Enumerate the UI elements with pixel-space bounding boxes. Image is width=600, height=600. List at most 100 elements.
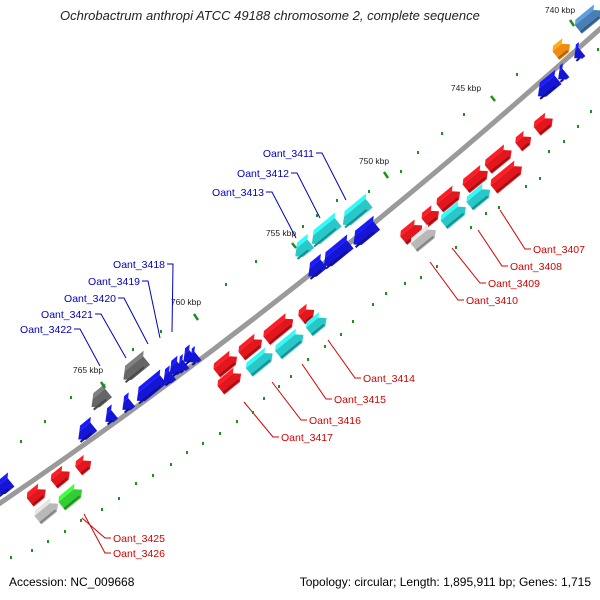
leader-line-oant-3417 bbox=[243, 401, 279, 438]
minor-tick-37 bbox=[219, 432, 221, 435]
gene-arrow-29 bbox=[26, 483, 46, 507]
minor-tick-19 bbox=[498, 206, 500, 209]
gene-arrow-oant-3414 bbox=[306, 311, 327, 337]
gene-label-oant-3417: Oant_3417 bbox=[281, 432, 333, 444]
gene-arrow-5 bbox=[558, 62, 570, 83]
minor-tick-28 bbox=[352, 320, 354, 323]
minor-tick-50 bbox=[441, 132, 443, 135]
gene-arrow-oant-3413 bbox=[295, 233, 315, 260]
gene-arrow-7 bbox=[515, 130, 532, 152]
ruler-major-tick-2 bbox=[490, 95, 496, 102]
minor-tick-15 bbox=[563, 140, 565, 143]
minor-tick-35 bbox=[252, 411, 254, 414]
ruler-label-6: 765 kbp bbox=[73, 365, 104, 375]
gene-arrow-oant-3409 bbox=[440, 201, 466, 230]
gene-arrow-3 bbox=[574, 41, 586, 62]
leader-line-oant-3421 bbox=[95, 313, 127, 359]
gene-label-oant-3407: Oant_3407 bbox=[533, 244, 585, 256]
gene-arrow-27 bbox=[75, 454, 92, 476]
gene-arrow-oant-3421 bbox=[123, 350, 151, 383]
gene-arrow-oant-3418 bbox=[190, 345, 202, 366]
gene-arrow-28 bbox=[50, 465, 70, 489]
minor-ticks bbox=[10, 48, 599, 559]
gene-label-oant-3421: Oant_3421 bbox=[41, 309, 93, 321]
gene-arrow-oant-3411 bbox=[342, 193, 373, 229]
minor-tick-9 bbox=[70, 396, 72, 399]
minor-tick-13 bbox=[590, 110, 592, 113]
gene-arrow-14 bbox=[323, 234, 354, 270]
minor-tick-48 bbox=[31, 549, 33, 552]
minor-tick-47 bbox=[47, 540, 49, 543]
minor-tick-44 bbox=[101, 508, 103, 511]
gene-arrow-2 bbox=[552, 38, 570, 60]
minor-tick-40 bbox=[170, 463, 172, 466]
minor-tick-4 bbox=[336, 199, 338, 202]
gene-label-oant-3413: Oant_3413 bbox=[212, 187, 264, 199]
leader-line-oant-3414 bbox=[327, 339, 361, 379]
gene-arrow-1 bbox=[574, 4, 600, 34]
gene-label-oant-3415: Oant_3415 bbox=[334, 394, 386, 406]
backbone-line bbox=[0, 25, 600, 507]
gene-arrow-13 bbox=[353, 215, 381, 248]
leader-line-oant-3422 bbox=[74, 328, 101, 367]
ruler-label-1: 740 kbp bbox=[545, 5, 576, 15]
minor-tick-20 bbox=[485, 212, 487, 215]
minor-tick-45 bbox=[80, 519, 82, 522]
minor-tick-10 bbox=[44, 420, 46, 423]
gene-arrow-oant-3407 bbox=[490, 160, 522, 194]
minor-tick-24 bbox=[420, 276, 422, 279]
minor-tick-29 bbox=[340, 333, 342, 336]
minor-tick-31 bbox=[307, 358, 309, 361]
leader-line-oant-3412 bbox=[291, 172, 321, 219]
minor-tick-12 bbox=[597, 48, 599, 51]
leader-line-oant-3413 bbox=[266, 191, 297, 239]
minor-tick-46 bbox=[64, 530, 66, 533]
gene-label-oant-3414: Oant_3414 bbox=[363, 373, 415, 385]
minor-tick-27 bbox=[372, 303, 374, 306]
leader-line-oant-3408 bbox=[477, 229, 508, 267]
minor-tick-53 bbox=[316, 214, 318, 217]
minor-tick-16 bbox=[548, 150, 550, 153]
ruler-major-tick-6 bbox=[99, 381, 107, 389]
ruler-label-2: 745 kbp bbox=[451, 83, 482, 93]
gene-arrow-oant-3415 bbox=[275, 328, 304, 360]
gene-arrow-oant-3419 bbox=[178, 353, 190, 374]
ruler-label-3: 750 kbp bbox=[359, 156, 390, 166]
minor-tick-11 bbox=[20, 440, 22, 443]
gene-arrow-23 bbox=[122, 392, 136, 414]
minor-tick-36 bbox=[236, 420, 238, 423]
minor-tick-26 bbox=[385, 292, 387, 295]
gene-arrow-oant-3417 bbox=[217, 367, 242, 395]
minor-tick-18 bbox=[525, 185, 527, 188]
leader-line-oant-3410 bbox=[429, 261, 464, 301]
gene-label-oant-3418: Oant_3418 bbox=[113, 259, 165, 271]
minor-tick-52 bbox=[368, 190, 370, 193]
leader-line-oant-3411 bbox=[316, 152, 347, 201]
gene-label-oant-3410: Oant_3410 bbox=[466, 295, 518, 307]
gene-label-oant-3420: Oant_3420 bbox=[64, 293, 116, 305]
minor-tick-51 bbox=[400, 170, 402, 173]
gene-label-oant-3419: Oant_3419 bbox=[88, 276, 140, 288]
minor-tick-32 bbox=[290, 375, 292, 378]
gene-arrow-18 bbox=[238, 333, 263, 361]
leader-line-oant-3418 bbox=[167, 263, 174, 333]
minor-tick-6 bbox=[225, 283, 227, 286]
leader-line-oant-3415 bbox=[301, 363, 332, 400]
labelled-genes: Oant_3407 Oant_3408 Oant_3409 Oant_3410 Oant… bbox=[20, 148, 585, 560]
gene-arrow-oant-3422 bbox=[91, 383, 112, 411]
gene-arrow-6 bbox=[533, 112, 553, 136]
leader-line-oant-3419 bbox=[142, 280, 161, 339]
gene-arrow-oant-3410 bbox=[410, 224, 436, 253]
gene-label-oant-3422: Oant_3422 bbox=[20, 324, 72, 336]
gene-arrow-oant-3408 bbox=[466, 183, 491, 211]
leader-line-oant-3407 bbox=[499, 209, 531, 250]
ruler-major-tick-1 bbox=[568, 19, 576, 27]
leader-line-oant-3426 bbox=[83, 513, 111, 554]
gene-arrow-oant-3412 bbox=[311, 212, 342, 248]
minor-tick-34 bbox=[263, 397, 265, 400]
ruler-major-tick-3 bbox=[382, 171, 390, 179]
minor-tick-22 bbox=[455, 246, 457, 249]
leader-line-oant-3425 bbox=[81, 517, 111, 539]
minor-tick-1 bbox=[516, 73, 518, 76]
gene-arrow-25 bbox=[78, 416, 98, 443]
